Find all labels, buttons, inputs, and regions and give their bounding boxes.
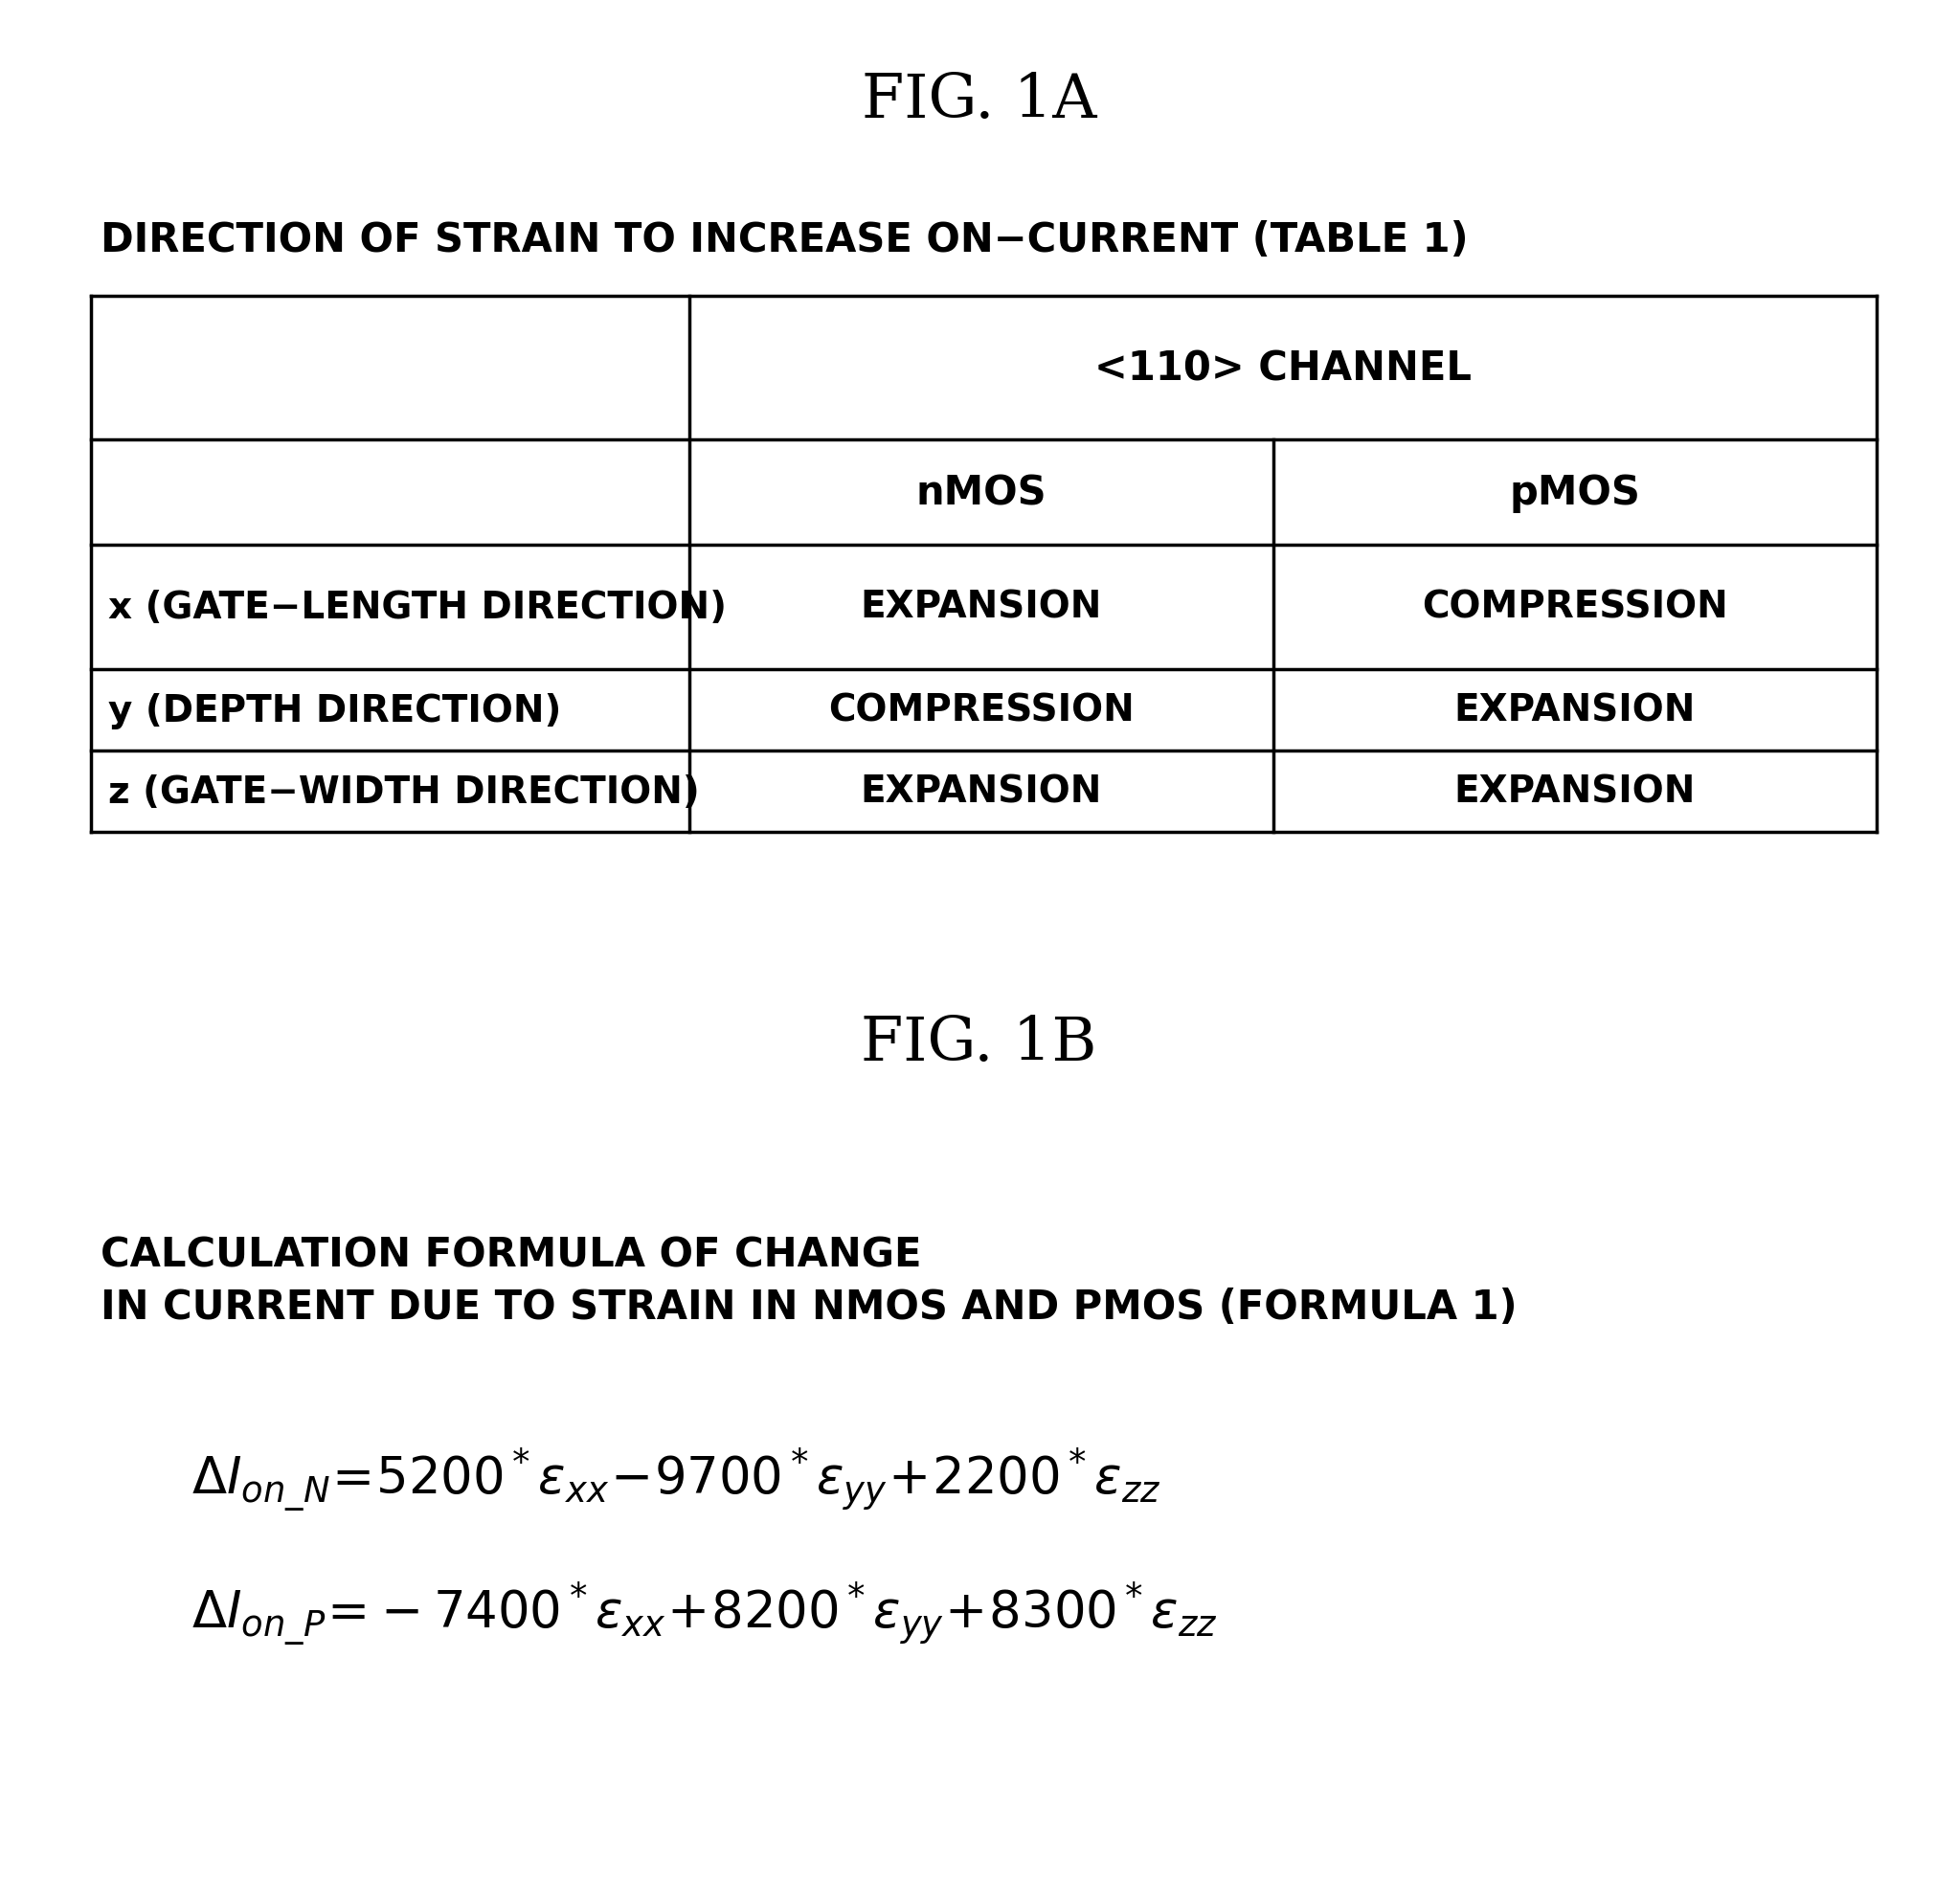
- Text: z (GATE−WIDTH DIRECTION): z (GATE−WIDTH DIRECTION): [108, 773, 699, 809]
- Text: EXPANSION: EXPANSION: [1455, 693, 1696, 729]
- Text: $\Delta I_{on\_P}\!=\!-7400^*\varepsilon_{xx}\!+\!8200^*\varepsilon_{yy}\!+\!830: $\Delta I_{on\_P}\!=\!-7400^*\varepsilon…: [192, 1578, 1218, 1647]
- Text: CALCULATION FORMULA OF CHANGE: CALCULATION FORMULA OF CHANGE: [100, 1234, 922, 1274]
- Text: nMOS: nMOS: [916, 472, 1048, 512]
- Text: <110> CHANNEL: <110> CHANNEL: [1095, 348, 1472, 388]
- Text: $\Delta I_{on\_N}\!=\!5200^*\varepsilon_{xx}\!-\!9700^*\varepsilon_{yy}\!+\!2200: $\Delta I_{on\_N}\!=\!5200^*\varepsilon_…: [192, 1445, 1161, 1512]
- Text: EXPANSION: EXPANSION: [862, 590, 1102, 626]
- Text: pMOS: pMOS: [1510, 472, 1641, 512]
- Text: EXPANSION: EXPANSION: [862, 773, 1102, 809]
- Text: COMPRESSION: COMPRESSION: [1422, 590, 1729, 626]
- Text: FIG. 1B: FIG. 1B: [862, 1015, 1096, 1072]
- Text: EXPANSION: EXPANSION: [1455, 773, 1696, 809]
- Text: COMPRESSION: COMPRESSION: [828, 693, 1134, 729]
- Text: FIG. 1A: FIG. 1A: [862, 72, 1096, 129]
- Text: IN CURRENT DUE TO STRAIN IN NMOS AND PMOS (FORMULA 1): IN CURRENT DUE TO STRAIN IN NMOS AND PMO…: [100, 1287, 1517, 1327]
- Text: x (GATE−LENGTH DIRECTION): x (GATE−LENGTH DIRECTION): [108, 590, 726, 626]
- Text: DIRECTION OF STRAIN TO INCREASE ON−CURRENT (TABLE 1): DIRECTION OF STRAIN TO INCREASE ON−CURRE…: [100, 221, 1468, 261]
- Text: y (DEPTH DIRECTION): y (DEPTH DIRECTION): [108, 693, 562, 729]
